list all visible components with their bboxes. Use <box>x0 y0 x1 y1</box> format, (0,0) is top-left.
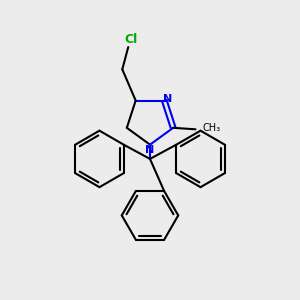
Text: N: N <box>163 94 172 104</box>
Text: N: N <box>146 145 154 155</box>
Text: CH₃: CH₃ <box>202 123 220 133</box>
Text: Cl: Cl <box>124 33 137 46</box>
